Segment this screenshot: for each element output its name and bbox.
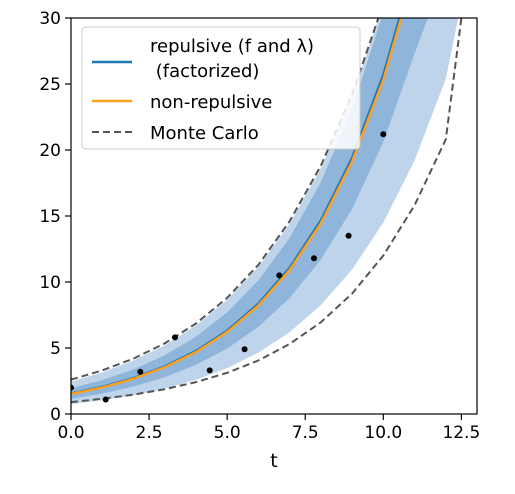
legend-label-non-repulsive: non-repulsive: [150, 92, 272, 113]
data-point: [172, 334, 178, 341]
data-point: [71, 384, 74, 391]
x-tick-label: 2.5: [136, 423, 163, 443]
y-tick-label: 20: [39, 141, 61, 161]
y-tick-label: 10: [39, 273, 61, 293]
legend-box: [81, 26, 361, 150]
band-dark: [71, 18, 428, 399]
y-tick-label: 25: [39, 75, 61, 95]
y-tick-label: 0: [50, 405, 61, 425]
data-point: [241, 346, 248, 353]
y-tick-label: 30: [39, 9, 61, 29]
series-line-2: [71, 18, 380, 381]
data-points: [71, 131, 387, 403]
x-tick-label: 7.5: [292, 423, 319, 443]
legend: repulsive (f and λ) (factorized) non-rep…: [81, 26, 361, 150]
y-tick-label: 15: [39, 207, 61, 227]
data-point: [206, 367, 213, 374]
data-point: [345, 232, 352, 239]
x-tick-label: 12.5: [442, 423, 480, 443]
x-axis: 0.0 2.5 5.0 7.5 10.0 12.5: [57, 414, 480, 443]
data-point: [137, 368, 144, 375]
series-lines: [71, 18, 463, 404]
data-point: [380, 131, 387, 138]
legend-label-repulsive-line2: (factorized): [150, 61, 259, 82]
x-axis-label: t: [270, 450, 277, 472]
data-point: [311, 255, 317, 262]
series-line-3: [71, 18, 463, 404]
x-tick-label: 0.0: [57, 423, 84, 443]
x-tick-label: 5.0: [214, 423, 241, 443]
legend-label-repulsive: repulsive (f and λ): [150, 36, 314, 57]
x-tick-label: 10.0: [364, 423, 402, 443]
data-point: [276, 272, 283, 279]
confidence-bands: [71, 18, 459, 405]
y-axis: 0 5 10 15 20 25 30: [39, 9, 71, 425]
series-line-1: [71, 18, 403, 396]
y-tick-label: 5: [50, 339, 61, 359]
data-point: [102, 396, 109, 403]
legend-label-monte-carlo: Monte Carlo: [150, 123, 259, 144]
